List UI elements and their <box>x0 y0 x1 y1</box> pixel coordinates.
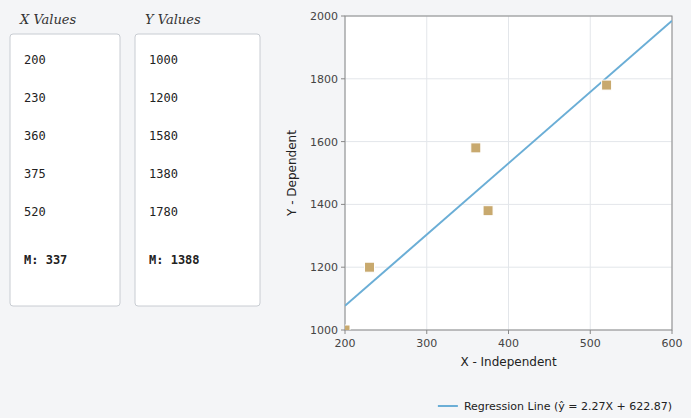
tick-mark <box>341 267 345 268</box>
tick-label: 2000 <box>310 10 338 23</box>
tick-mark <box>508 330 509 334</box>
data-marks <box>345 21 672 330</box>
table-value: 1000 <box>149 53 178 67</box>
tick-label: 1000 <box>310 324 338 337</box>
scatter-point <box>602 80 612 90</box>
scatter-point <box>365 262 375 272</box>
legend-swatch <box>438 405 458 407</box>
legend-label: Regression Line (ŷ = 2.27X + 622.87) <box>464 400 672 413</box>
table-value: 200 <box>24 53 46 67</box>
scatter-point <box>483 206 493 216</box>
value-table: X Values 200 230 360 375 520 M: 337 Y Values 100… <box>10 12 260 306</box>
tick-label: 600 <box>662 337 683 350</box>
scatter-point <box>345 325 350 330</box>
tick-label: 200 <box>335 337 356 350</box>
table-title: Y Values <box>145 12 201 27</box>
table-value: 1380 <box>149 167 178 181</box>
grid-line <box>345 267 672 268</box>
tick-mark <box>341 16 345 17</box>
table-value: 360 <box>24 129 46 143</box>
table-value: 1580 <box>149 129 178 143</box>
y-axis-label: Y - Dependent <box>285 130 299 217</box>
table-box <box>135 34 260 306</box>
grid <box>345 16 672 330</box>
tick-mark <box>426 330 427 334</box>
tick-label: 500 <box>580 337 601 350</box>
tick-mark <box>345 330 346 334</box>
tick-mark <box>341 78 345 79</box>
regression-line <box>345 21 672 306</box>
tick-mark <box>341 330 345 331</box>
tick-mark <box>590 330 591 334</box>
table-box <box>10 34 120 306</box>
tick-label: 1800 <box>310 73 338 86</box>
legend: Regression Line (ŷ = 2.27X + 622.87) <box>438 400 672 413</box>
table-value: 1780 <box>149 205 178 219</box>
grid-line <box>345 204 672 205</box>
grid-line <box>426 16 427 330</box>
table-value: 230 <box>24 91 46 105</box>
tick-label: 400 <box>498 337 519 350</box>
tick-label: 1400 <box>310 198 338 211</box>
tick-mark <box>672 330 673 334</box>
plot-background <box>345 16 672 330</box>
table-value: 1200 <box>149 91 178 105</box>
grid-line <box>508 16 509 330</box>
tick-mark <box>341 204 345 205</box>
table-mean: M: 1388 <box>149 253 200 267</box>
axes: 200 300 400 500 600 1000 1200 1400 1600 1800 2000 <box>310 10 683 350</box>
chart: X Values 200 230 360 375 520 M: 337 Y Values 100… <box>0 0 691 418</box>
scatter-point <box>471 143 481 153</box>
grid-line <box>345 78 672 79</box>
tick-label: 300 <box>416 337 437 350</box>
grid-line <box>590 16 591 330</box>
x-axis-label: X - Independent <box>460 355 557 369</box>
page: {"chart_data": { "type": "scatter", "x_l… <box>0 0 691 418</box>
tick-label: 1600 <box>310 136 338 149</box>
tick-label: 1200 <box>310 261 338 274</box>
grid-line <box>345 141 672 142</box>
table-value: 520 <box>24 205 46 219</box>
table-title: X Values <box>19 12 77 27</box>
tick-mark <box>341 141 345 142</box>
table-mean: M: 337 <box>24 253 67 267</box>
plot-frame <box>345 16 672 330</box>
table-value: 375 <box>24 167 46 181</box>
